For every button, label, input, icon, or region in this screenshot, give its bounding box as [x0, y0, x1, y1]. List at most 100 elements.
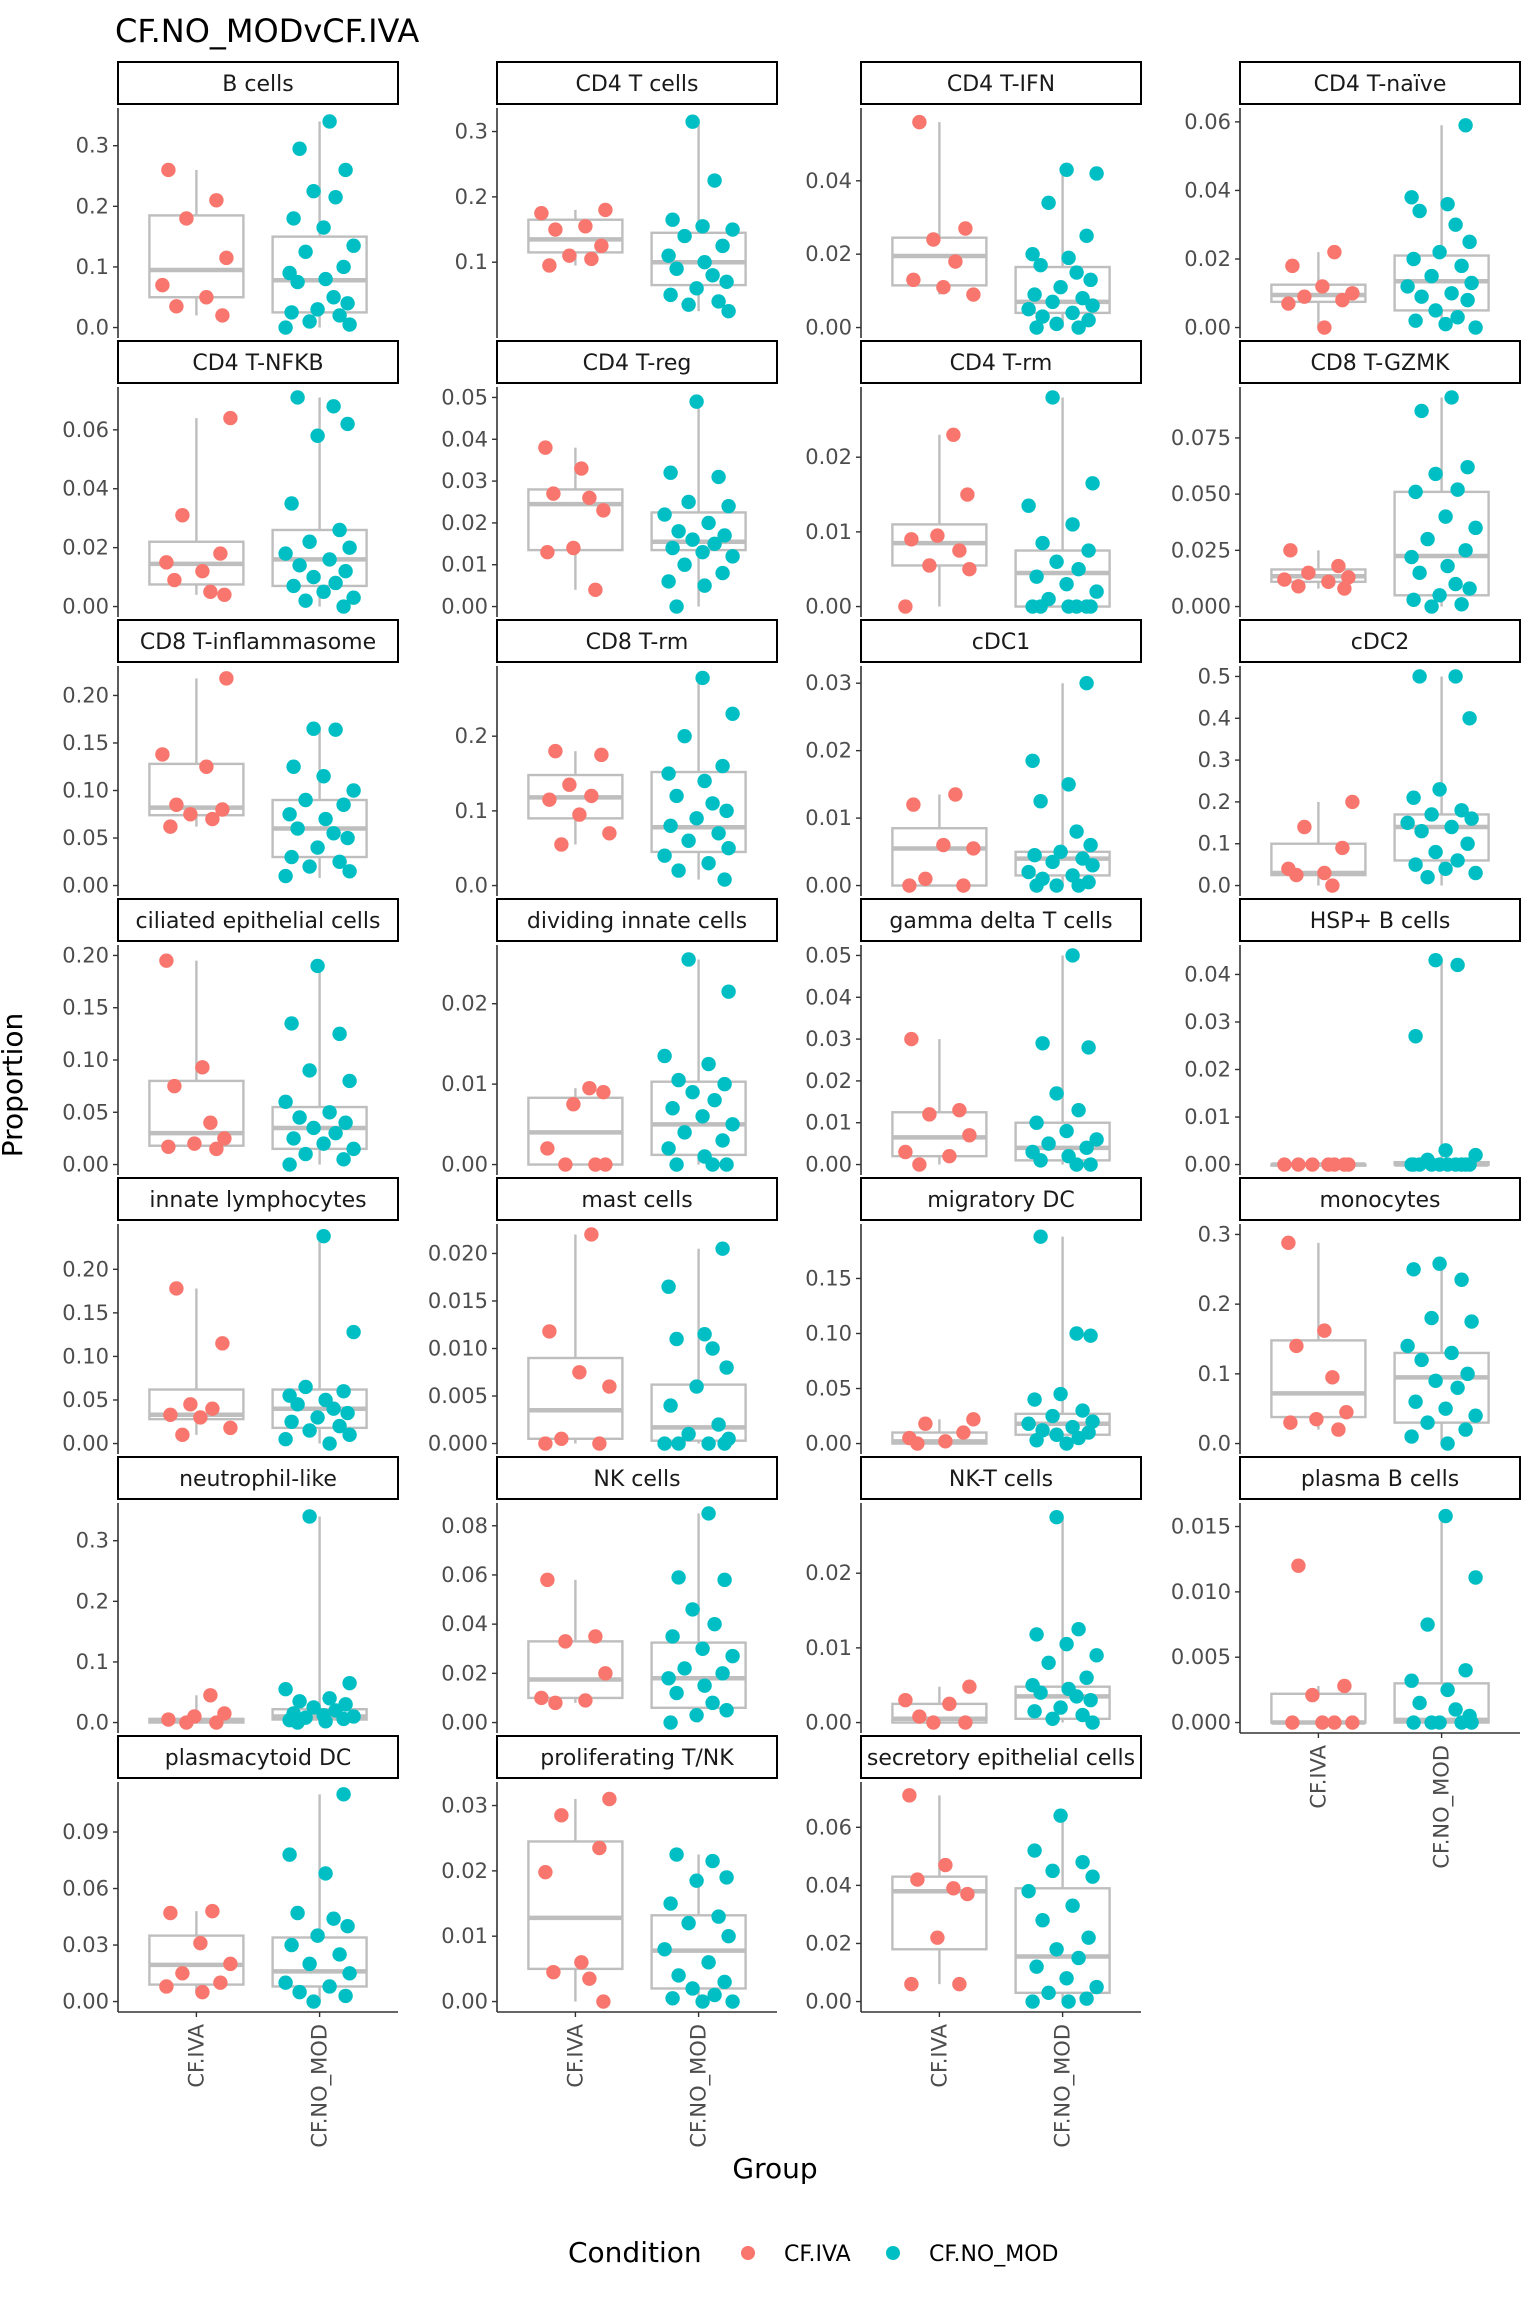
point-cd4-t-rm-cf-no-mod — [1089, 584, 1104, 599]
point-proliferating-t-nk-cf-no-mod — [689, 1873, 704, 1888]
y-tick-label-cd4-t-na-ve: 0.00 — [1184, 316, 1231, 340]
strip-proliferating-t-nk — [496, 1735, 778, 1779]
y-tick-label-mast-cells: 0.005 — [428, 1384, 488, 1408]
point-cdc2-cf-no-mod — [1448, 669, 1463, 684]
point-cd8-t-inflammasome-cf-no-mod — [326, 826, 341, 841]
y-tick-label-plasma-b-cells: 0.000 — [1171, 1711, 1231, 1735]
point-cd8-t-inflammasome-cf-iva — [205, 811, 220, 827]
point-b-cells-cf-iva — [199, 290, 214, 305]
point-monocytes-cf-no-mod — [1424, 1310, 1439, 1326]
point-cd4-t-ifn-cf-no-mod — [1045, 294, 1060, 310]
point-cdc2-cf-no-mod — [1428, 844, 1443, 860]
y-tick-label-gamma-delta-t-cells: 0.04 — [805, 985, 852, 1009]
point-nk-t-cells-cf-no-mod — [1071, 1622, 1086, 1637]
point-cdc1-cf-iva — [906, 797, 921, 812]
point-innate-lymphocytes-cf-no-mod — [284, 1414, 299, 1429]
y-tick-label-nk-t-cells: 0.01 — [805, 1636, 852, 1660]
box-gamma-delta-t-cells-1 — [1014, 1121, 1111, 1162]
point-cd4-t-rm-cf-iva — [922, 558, 937, 573]
point-cd4-t-reg-cf-iva — [588, 582, 603, 598]
point-proliferating-t-nk-cf-iva — [592, 1840, 607, 1856]
point-plasmacytoid-dc-cf-no-mod — [340, 1918, 355, 1934]
point-cd4-t-rm-cf-iva — [962, 562, 977, 577]
point-cd4-t-cells-cf-no-mod — [677, 228, 692, 244]
point-monocytes-cf-iva — [1325, 1370, 1340, 1385]
point-secretory-epithelial-cells-cf-no-mod — [1029, 1959, 1044, 1974]
point-monocytes-cf-no-mod — [1444, 1345, 1459, 1361]
point-cd4-t-ifn-cf-no-mod — [1049, 316, 1064, 332]
point-plasmacytoid-dc-cf-no-mod — [278, 1975, 293, 1990]
y-tick-label-nk-cells: 0.04 — [441, 1612, 488, 1636]
point-cd4-t-na-ve-cf-iva — [1327, 244, 1342, 260]
y-tick-label-innate-lymphocytes: 0.00 — [62, 1432, 109, 1456]
y-tick-label-cd4-t-rm: 0.02 — [805, 445, 852, 469]
point-monocytes-cf-no-mod — [1414, 1352, 1429, 1368]
point-ciliated-epithelial-cells-cf-iva — [161, 1139, 176, 1154]
y-tick-label-innate-lymphocytes: 0.05 — [62, 1388, 109, 1412]
panel-innate-lymphocytes: innate lymphocytes 0.00 0.05 0.10 0.15 0.20 — [62, 1177, 399, 1456]
point-cd4-t-na-ve-cf-no-mod — [1454, 258, 1469, 274]
y-tick-label-monocytes: 0.0 — [1198, 1432, 1231, 1456]
point-neutrophil-like-cf-no-mod — [278, 1682, 293, 1697]
point-cd4-t-rm-cf-iva — [898, 599, 913, 614]
legend-key-cf-iva — [741, 2246, 755, 2260]
strip-neutrophil-like — [117, 1456, 399, 1500]
y-tick-label-cd8-t-inflammasome: 0.20 — [62, 683, 109, 707]
panel-cd8-t-gzmk: CD8 T-GZMK 0.000 0.025 0.050 0.075 — [1171, 340, 1521, 619]
point-innate-lymphocytes-cf-no-mod — [342, 1427, 357, 1443]
y-tick-label-cd4-t-nfkb: 0.06 — [62, 418, 109, 442]
y-tick-label-nk-cells: 0.00 — [441, 1711, 488, 1735]
point-proliferating-t-nk-cf-no-mod — [707, 1987, 722, 2003]
point-cd4-t-na-ve-cf-no-mod — [1450, 310, 1465, 325]
point-b-cells-cf-no-mod — [306, 183, 321, 199]
point-migratory-dc-cf-no-mod — [1065, 1419, 1080, 1435]
point-proliferating-t-nk-cf-no-mod — [719, 1870, 734, 1885]
strip-label-b-cells: B cells — [222, 72, 293, 97]
point-migratory-dc-cf-no-mod — [1021, 1416, 1036, 1431]
point-cd8-t-rm-cf-no-mod — [677, 728, 692, 744]
point-cd4-t-na-ve-cf-no-mod — [1468, 320, 1483, 335]
point-proliferating-t-nk-cf-no-mod — [665, 1991, 680, 2006]
point-innate-lymphocytes-cf-iva — [169, 1281, 184, 1296]
y-tick-label-nk-cells: 0.02 — [441, 1661, 488, 1685]
point-monocytes-cf-iva — [1309, 1411, 1324, 1427]
panel-b-cells: B cells 0.0 0.1 0.2 0.3 — [76, 61, 399, 340]
point-cd4-t-rm-cf-no-mod — [1033, 599, 1048, 614]
box-secretory-epithelial-cells-0 — [891, 1875, 988, 1951]
point-hsp-b-cells-cf-no-mod — [1454, 1157, 1469, 1172]
y-tick-label-nk-t-cells: 0.00 — [805, 1711, 852, 1735]
point-cd8-t-inflammasome-cf-no-mod — [298, 792, 313, 808]
point-proliferating-t-nk-cf-no-mod — [671, 1968, 686, 1983]
point-mast-cells-cf-iva — [542, 1324, 557, 1339]
point-ciliated-epithelial-cells-cf-no-mod — [332, 1026, 347, 1042]
point-cd4-t-nfkb-cf-no-mod — [286, 578, 301, 594]
point-cd4-t-reg-cf-no-mod — [701, 515, 716, 531]
point-nk-t-cells-cf-no-mod — [1075, 1707, 1090, 1723]
point-cd4-t-nfkb-cf-no-mod — [338, 564, 353, 579]
y-tick-label-cd4-t-reg: 0.02 — [441, 511, 488, 535]
point-innate-lymphocytes-cf-iva — [193, 1410, 208, 1425]
point-cd4-t-nfkb-cf-no-mod — [346, 590, 361, 605]
point-cd8-t-rm-cf-no-mod — [725, 706, 740, 721]
point-cd4-t-reg-cf-iva — [566, 540, 581, 556]
point-cd8-t-rm-cf-iva — [562, 777, 577, 792]
point-cd4-t-na-ve-cf-no-mod — [1414, 289, 1429, 304]
point-nk-t-cells-cf-no-mod — [1059, 1636, 1074, 1652]
strip-label-cd4-t-na-ve: CD4 T-naïve — [1314, 72, 1447, 97]
point-cdc1-cf-iva — [936, 837, 951, 853]
point-migratory-dc-cf-iva — [956, 1425, 971, 1440]
point-ciliated-epithelial-cells-cf-iva — [203, 1115, 218, 1130]
strip-plasma-b-cells — [1239, 1456, 1521, 1500]
y-tick-label-cd4-t-nfkb: 0.02 — [62, 536, 109, 560]
point-cd4-t-ifn-cf-no-mod — [1075, 290, 1090, 306]
y-tick-label-cd4-t-nfkb: 0.04 — [62, 477, 109, 501]
point-cd4-t-cells-cf-no-mod — [707, 173, 722, 188]
box-cdc1-0 — [891, 827, 988, 887]
point-proliferating-t-nk-cf-no-mod — [663, 1896, 678, 1911]
y-tick-label-cdc2: 0.3 — [1198, 748, 1231, 772]
point-b-cells-cf-iva — [169, 299, 184, 314]
point-cd8-t-gzmk-cf-no-mod — [1458, 543, 1473, 558]
point-hsp-b-cells-cf-iva — [1337, 1157, 1352, 1172]
point-plasma-b-cells-cf-iva — [1291, 1558, 1306, 1573]
point-cdc2-cf-no-mod — [1438, 861, 1453, 877]
